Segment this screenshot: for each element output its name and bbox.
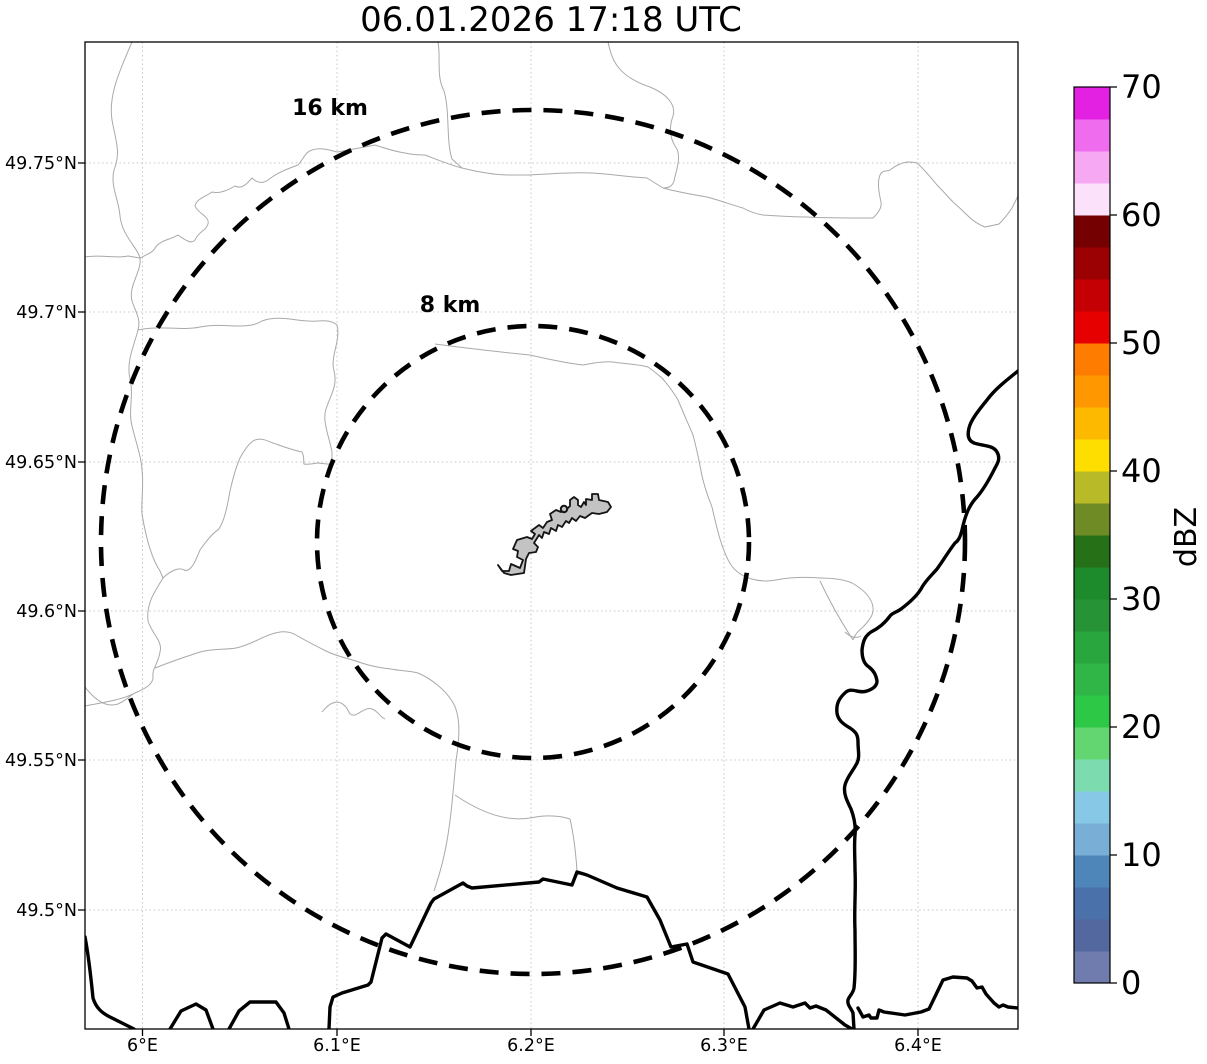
colorbar-tick-label: 50 (1121, 324, 1162, 362)
colorbar-segment (1074, 951, 1110, 984)
colorbar-tick-marks (1110, 86, 1117, 984)
range-ring-16km-label: 16 km (292, 96, 368, 121)
colorbar-segment (1074, 567, 1110, 600)
range-ring-16km (98, 107, 968, 977)
colorbar-segment (1074, 119, 1110, 152)
y-tick-label: 49.5°N (16, 901, 77, 921)
colorbar-axis-label: dBZ (1169, 507, 1204, 567)
colorbar-segment (1074, 407, 1110, 440)
colorbar-outline (1073, 86, 1111, 984)
colorbar-segment (1074, 311, 1110, 344)
colorbar-tick-label: 60 (1121, 196, 1162, 234)
y-tick-label: 49.55°N (5, 751, 77, 771)
range-ring-8km (314, 323, 752, 761)
colorbar-segment (1074, 151, 1110, 184)
colorbar-segment (1074, 695, 1110, 728)
x-tick-label: 6.3°E (700, 1036, 748, 1056)
colorbar-segment (1074, 823, 1110, 856)
colorbar-segment (1074, 727, 1110, 760)
colorbar-segment (1074, 215, 1110, 248)
colorbar-segment (1074, 279, 1110, 312)
colorbar-segment (1074, 759, 1110, 792)
colorbar-segment (1074, 343, 1110, 376)
colorbar-segment (1074, 631, 1110, 664)
colorbar-segment (1074, 663, 1110, 696)
colorbar-segment (1074, 599, 1110, 632)
y-tick-label: 49.6°N (16, 602, 77, 622)
admin-boundary-lines (85, 42, 1018, 892)
range-ring-8km-label: 8 km (420, 293, 481, 318)
colorbar-segment (1074, 535, 1110, 568)
colorbar-segment (1074, 87, 1110, 120)
colorbar-segment (1074, 887, 1110, 920)
colorbar (1074, 87, 1110, 984)
x-tick-label: 6°E (127, 1036, 158, 1056)
colorbar-tick-label: 0 (1121, 964, 1141, 1002)
colorbar-segment (1074, 375, 1110, 408)
colorbar-segment (1074, 855, 1110, 888)
y-tick-label: 49.65°N (5, 453, 77, 473)
colorbar-segment (1074, 439, 1110, 472)
x-tick-label: 6.2°E (507, 1036, 555, 1056)
colorbar-tick-label: 20 (1121, 708, 1162, 746)
colorbar-segment (1074, 247, 1110, 280)
colorbar-tick-label: 40 (1121, 452, 1162, 490)
airport-outline (497, 493, 612, 576)
page-title: 06.01.2026 17:18 UTC (360, 0, 742, 40)
colorbar-segment (1074, 183, 1110, 216)
x-tick-label: 6.1°E (313, 1036, 361, 1056)
x-tick-label: 6.4°E (894, 1036, 942, 1056)
country-border-lines (85, 369, 1018, 1029)
colorbar-tick-label: 70 (1121, 68, 1162, 106)
colorbar-segment (1074, 471, 1110, 504)
colorbar-segment (1074, 919, 1110, 952)
colorbar-tick-label: 10 (1121, 836, 1162, 874)
y-tick-label: 49.7°N (16, 303, 77, 323)
radar-site-marker (559, 504, 569, 514)
colorbar-segment (1074, 503, 1110, 536)
y-tick-label: 49.75°N (5, 154, 77, 174)
colorbar-segment (1074, 791, 1110, 824)
axis-tick-marks (78, 162, 919, 1036)
colorbar-tick-label: 30 (1121, 580, 1162, 618)
map-frame (84, 41, 1019, 1030)
